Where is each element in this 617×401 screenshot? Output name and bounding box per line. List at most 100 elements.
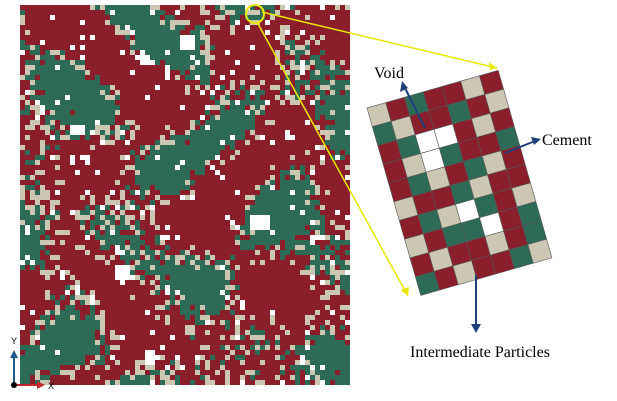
particle-cell — [215, 95, 220, 100]
particle-cell — [185, 380, 190, 385]
particle-cell — [345, 15, 350, 20]
particle-cell — [270, 195, 275, 200]
particle-cell — [170, 185, 175, 190]
particle-cell — [330, 150, 335, 155]
particle-cell — [60, 330, 65, 335]
particle-cell — [95, 170, 100, 175]
particle-cell — [70, 140, 75, 145]
particle-cell — [40, 290, 45, 295]
particle-cell — [230, 85, 235, 90]
particle-cell — [225, 305, 230, 310]
particle-cell — [300, 170, 305, 175]
particle-cell — [145, 365, 150, 370]
particle-cell — [165, 245, 170, 250]
particle-cell — [65, 110, 70, 115]
particle-cell — [180, 80, 185, 85]
particle-cell — [90, 255, 95, 260]
particle-cell — [110, 320, 115, 325]
particle-cell — [160, 305, 165, 310]
particle-cell — [115, 285, 120, 290]
particle-cell — [320, 125, 325, 130]
particle-cell — [105, 65, 110, 70]
particle-cell — [200, 40, 205, 45]
particle-cell — [225, 140, 230, 145]
particle-cell — [130, 140, 135, 145]
particle-cell — [220, 355, 225, 360]
particle-cell — [165, 330, 170, 335]
particle-cell — [95, 350, 100, 355]
particle-cell — [160, 145, 165, 150]
particle-cell — [25, 165, 30, 170]
particle-cell — [45, 280, 50, 285]
particle-cell — [30, 60, 35, 65]
particle-cell — [210, 115, 215, 120]
particle-cell — [310, 150, 315, 155]
particle-cell — [20, 75, 25, 80]
particle-cell — [85, 285, 90, 290]
particle-cell — [250, 60, 255, 65]
particle-cell — [20, 305, 25, 310]
particle-cell — [120, 150, 125, 155]
particle-cell — [325, 70, 330, 75]
particle-cell — [25, 130, 30, 135]
particle-cell — [45, 255, 50, 260]
particle-cell — [110, 235, 115, 240]
particle-cell — [120, 70, 125, 75]
particle-cell — [240, 120, 245, 125]
particle-cell — [200, 150, 205, 155]
particle-cell — [165, 300, 170, 305]
particle-cell — [255, 295, 260, 300]
particle-cell — [320, 15, 325, 20]
particle-cell — [75, 60, 80, 65]
particle-cell — [25, 270, 30, 275]
particle-cell — [250, 165, 255, 170]
particle-cell — [235, 110, 240, 115]
particle-cell — [60, 55, 65, 60]
particle-cell — [195, 200, 200, 205]
particle-cell — [90, 105, 95, 110]
particle-cell — [250, 200, 255, 205]
particle-cell — [275, 280, 280, 285]
particle-cell — [200, 190, 205, 195]
particle-cell — [130, 150, 135, 155]
particle-cell — [155, 55, 160, 60]
particle-cell — [110, 5, 115, 10]
particle-cell — [300, 260, 305, 265]
particle-cell — [280, 140, 285, 145]
particle-cell — [200, 105, 205, 110]
particle-cell — [110, 120, 115, 125]
particle-cell — [155, 255, 160, 260]
particle-cell — [340, 90, 345, 95]
particle-cell — [135, 50, 140, 55]
particle-cell — [305, 265, 310, 270]
particle-cell — [55, 375, 60, 380]
particle-cell — [95, 245, 100, 250]
particle-cell — [65, 350, 70, 355]
particle-cell — [240, 115, 245, 120]
particle-cell — [95, 315, 100, 320]
particle-cell — [140, 265, 145, 270]
particle-cell — [105, 265, 110, 270]
particle-cell — [255, 240, 260, 245]
particle-cell — [325, 320, 330, 325]
particle-cell — [345, 5, 350, 10]
particle-cell — [35, 250, 40, 255]
particle-cell — [205, 175, 210, 180]
particle-cell — [195, 325, 200, 330]
particle-cell — [190, 165, 195, 170]
particle-cell — [270, 370, 275, 375]
particle-cell — [55, 380, 60, 385]
particle-cell — [300, 240, 305, 245]
particle-cell — [80, 100, 85, 105]
particle-cell — [180, 30, 185, 35]
particle-cell — [135, 280, 140, 285]
particle-cell — [110, 25, 115, 30]
particle-cell — [140, 240, 145, 245]
particle-cell — [250, 265, 255, 270]
particle-cell — [215, 295, 220, 300]
particle-cell — [80, 360, 85, 365]
particle-cell — [315, 270, 320, 275]
particle-cell — [210, 320, 215, 325]
particle-cell — [190, 100, 195, 105]
particle-cell — [155, 295, 160, 300]
